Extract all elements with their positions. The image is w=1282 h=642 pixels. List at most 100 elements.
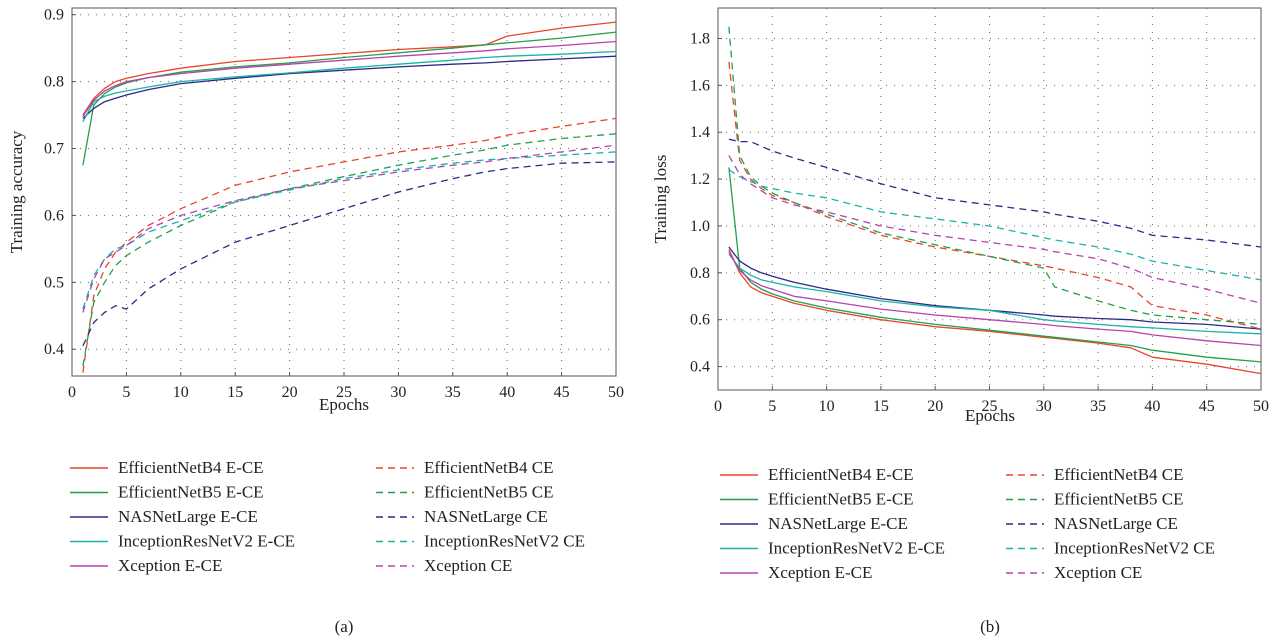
accuracy-chart: 0 5 10 15 20 25 30 35 40 45 50 0.4 0.5 0.6 0.7 0.8 0.9 E… (7, 7, 624, 636)
loss-plot-frame (717, 7, 1262, 391)
y-tick-label: 0.8 (44, 74, 64, 91)
series-line-inceptionresnetv2-e-ce (728, 253, 1262, 335)
legend-entry: EfficientNetB5 E-CE (720, 490, 914, 509)
legend-label: EfficientNetB5 E-CE (118, 483, 264, 502)
series-line-inceptionresnetv2-e-ce (82, 50, 617, 123)
legend-entry: EfficientNetB4 CE (376, 458, 554, 477)
series-line-efficientnetb4-e-ce (728, 249, 1262, 375)
loss-ticks: 0 5 10 15 20 25 30 35 40 45 50 0.4 0.6 0.8 1.0 1.2 1.4 1.… (690, 30, 1269, 415)
x-tick-label: 0 (714, 398, 722, 415)
legend-label: EfficientNetB4 E-CE (118, 458, 264, 477)
loss-series (728, 26, 1262, 375)
y-tick-label: 0.4 (44, 341, 64, 358)
legend-label: NASNetLarge E-CE (768, 514, 908, 533)
legend-entry: NASNetLarge E-CE (720, 514, 908, 533)
legend-entry: InceptionResNetV2 E-CE (720, 539, 945, 558)
legend-entry: NASNetLarge E-CE (70, 507, 258, 526)
accuracy-x-axis-label: Epochs (319, 395, 369, 414)
y-tick-label: 0.9 (44, 7, 64, 24)
x-tick-label: 30 (1036, 398, 1052, 415)
x-tick-label: 25 (982, 398, 998, 415)
x-tick-label: 5 (768, 398, 776, 415)
legend-label: InceptionResNetV2 CE (1054, 539, 1215, 558)
legend-label: NASNetLarge CE (424, 507, 548, 526)
series-line-xception-ce (82, 144, 617, 313)
x-tick-label: 50 (608, 384, 624, 401)
legend-label: EfficientNetB5 CE (424, 483, 554, 502)
legend-entry: InceptionResNetV2 CE (376, 532, 585, 551)
legend-entry: EfficientNetB5 E-CE (70, 483, 264, 502)
y-tick-label: 1.4 (690, 124, 710, 141)
y-tick-label: 1.6 (690, 77, 710, 94)
legend-label: EfficientNetB4 E-CE (768, 465, 914, 484)
x-tick-label: 45 (1199, 398, 1215, 415)
x-tick-label: 40 (1144, 398, 1160, 415)
y-tick-label: 1.2 (690, 171, 710, 188)
loss-y-axis-label: Training loss (651, 155, 670, 244)
accuracy-y-axis-label: Training accuracy (7, 130, 26, 253)
series-line-efficientnetb5-ce (728, 26, 1262, 326)
legend-label: InceptionResNetV2 E-CE (118, 532, 295, 551)
series-line-nasnetlarge-ce (82, 161, 617, 347)
series-line-efficientnetb4-ce (728, 61, 1262, 330)
x-tick-label: 40 (499, 384, 515, 401)
legend-label: NASNetLarge E-CE (118, 507, 258, 526)
y-tick-label: 0.5 (44, 274, 64, 291)
x-tick-label: 15 (227, 384, 243, 401)
accuracy-ticks: 0 5 10 15 20 25 30 35 40 45 50 0.4 0.5 0.6 0.7 0.8 0.9 (44, 7, 624, 401)
legend-label: EfficientNetB5 E-CE (768, 490, 914, 509)
series-line-efficientnetb5-e-ce (82, 31, 617, 166)
legend-label: Xception CE (1054, 563, 1142, 582)
legend-entry: Xception CE (376, 556, 512, 575)
x-tick-label: 5 (122, 384, 130, 401)
y-tick-label: 0.6 (690, 312, 710, 329)
loss-grid (718, 8, 1261, 390)
series-line-efficientnetb4-e-ce (82, 21, 617, 116)
series-line-xception-e-ce (728, 251, 1262, 347)
x-tick-label: 10 (173, 384, 189, 401)
loss-x-axis-label: Epochs (965, 406, 1015, 425)
series-line-xception-e-ce (82, 40, 617, 117)
legend-entry: EfficientNetB5 CE (376, 483, 554, 502)
x-tick-label: 20 (927, 398, 943, 415)
legend-entry: EfficientNetB4 CE (1006, 465, 1184, 484)
accuracy-series (82, 21, 617, 373)
accuracy-grid (72, 8, 616, 376)
legend-label: NASNetLarge CE (1054, 514, 1178, 533)
y-tick-label: 0.6 (44, 207, 64, 224)
legend-label: Xception E-CE (118, 556, 222, 575)
series-line-nasnetlarge-e-ce (728, 246, 1262, 330)
legend-entry: Xception CE (1006, 563, 1142, 582)
series-line-nasnetlarge-ce (728, 138, 1262, 248)
x-tick-label: 35 (1090, 398, 1106, 415)
series-line-xception-ce (728, 155, 1262, 304)
x-tick-label: 35 (445, 384, 461, 401)
loss-chart: 0 5 10 15 20 25 30 35 40 45 50 0.4 0.6 0.8 1.0 1.2 1.4 1.… (651, 7, 1269, 636)
series-line-efficientnetb4-ce (82, 117, 617, 373)
legend-entry: EfficientNetB4 E-CE (70, 458, 264, 477)
series-line-efficientnetb5-e-ce (728, 167, 1262, 363)
accuracy-legend: EfficientNetB4 E-CE EfficientNetB5 E-CE NA… (70, 458, 585, 575)
y-tick-label: 0.7 (44, 141, 64, 158)
x-tick-label: 20 (282, 384, 298, 401)
loss-legend: EfficientNetB4 E-CE EfficientNetB5 E-CE NA… (720, 465, 1215, 582)
y-tick-label: 0.8 (690, 265, 710, 282)
series-line-inceptionresnetv2-ce (728, 169, 1262, 281)
legend-label: EfficientNetB4 CE (1054, 465, 1184, 484)
caption-b: (b) (980, 617, 1000, 636)
legend-entry: NASNetLarge CE (376, 507, 548, 526)
legend-entry: InceptionResNetV2 E-CE (70, 532, 295, 551)
legend-entry: EfficientNetB5 CE (1006, 490, 1184, 509)
x-tick-label: 15 (873, 398, 889, 415)
series-line-nasnetlarge-e-ce (82, 55, 617, 119)
y-tick-label: 0.4 (690, 359, 710, 376)
legend-label: EfficientNetB5 CE (1054, 490, 1184, 509)
x-tick-label: 30 (390, 384, 406, 401)
legend-entry: Xception E-CE (70, 556, 222, 575)
caption-a: (a) (335, 617, 354, 636)
x-tick-label: 10 (819, 398, 835, 415)
x-tick-label: 25 (336, 384, 352, 401)
legend-entry: InceptionResNetV2 CE (1006, 539, 1215, 558)
x-tick-label: 0 (68, 384, 76, 401)
legend-label: Xception CE (424, 556, 512, 575)
